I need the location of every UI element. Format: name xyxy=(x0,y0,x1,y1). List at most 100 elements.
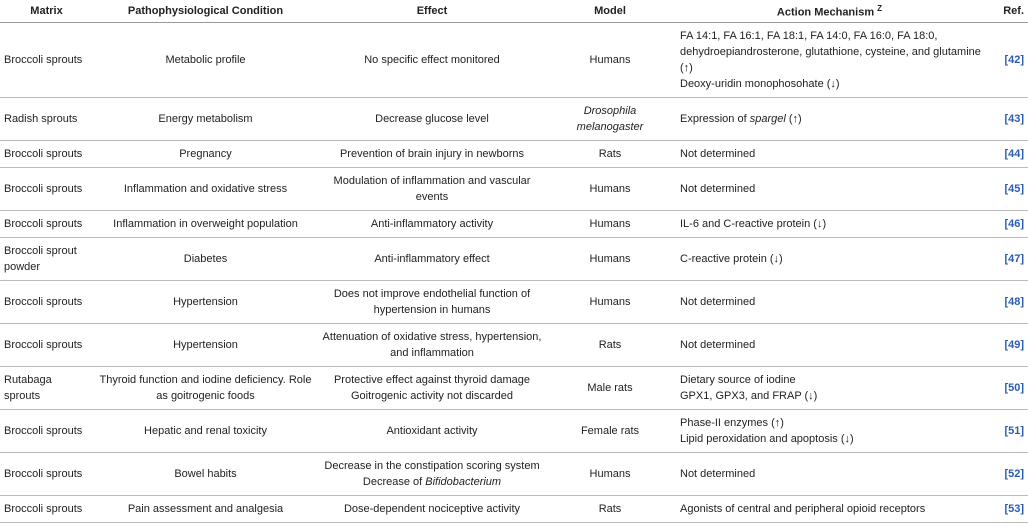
model-text: Humans xyxy=(589,468,631,480)
table-row: Broccoli sprouts Pregnancy Prevention of b… xyxy=(0,140,1028,168)
header-text: Action Mechanism xyxy=(776,6,875,19)
ref-cell: [44] xyxy=(985,140,1028,168)
matrix-cell: Broccoli sprouts xyxy=(0,452,93,496)
ref-cell: [43] xyxy=(985,97,1028,141)
model-text: Humans xyxy=(589,253,631,265)
cell-line: C-reactive protein (↓) xyxy=(680,253,783,265)
cell-line: Lipid peroxidation and apoptosis (↓) xyxy=(680,433,854,445)
ref-cell: [53] xyxy=(985,495,1028,523)
condition-cell: Hepatic and renal toxicity xyxy=(93,409,318,453)
model-text: Humans xyxy=(589,296,631,308)
effect-cell: Decrease glucose level xyxy=(318,97,546,141)
ref-link[interactable]: [46] xyxy=(1004,218,1024,230)
model-text: Humans xyxy=(589,183,631,195)
cell-line: Deoxy-uridin monophosohate (↓) xyxy=(680,78,840,90)
header-cell: Matrix xyxy=(0,0,93,23)
model-text: Humans xyxy=(589,218,631,230)
ref-link[interactable]: [43] xyxy=(1004,113,1024,125)
cell-line: Anti-inflammatory effect xyxy=(374,253,490,265)
ref-cell: [49] xyxy=(985,323,1028,367)
model-text: Rats xyxy=(598,148,622,160)
model-cell: Rats xyxy=(546,140,674,168)
mechanism-cell: Not determined xyxy=(674,323,985,367)
ref-cell: [46] xyxy=(985,210,1028,238)
cell-line: Not determined xyxy=(680,148,756,160)
superscript: Z xyxy=(877,3,883,13)
table-row: Broccoli sprouts Inflammation and oxidati… xyxy=(0,167,1028,211)
condition-cell: Energy metabolism xyxy=(93,97,318,141)
text-segment: Expression of xyxy=(680,113,750,125)
header-cell: Ref. xyxy=(985,0,1028,23)
cell-line: No specific effect monitored xyxy=(364,54,500,66)
model-cell: Humans xyxy=(546,237,674,281)
ref-link[interactable]: [50] xyxy=(1004,382,1024,394)
model-cell: Humans xyxy=(546,280,674,324)
mechanism-cell: Phase-II enzymes (↑) Lipid peroxidation a… xyxy=(674,409,985,453)
text-segment: spargel xyxy=(749,113,786,125)
model-text: Rats xyxy=(598,339,622,351)
cell-line: Expression of spargel (↑) xyxy=(680,111,981,127)
ref-link[interactable]: [45] xyxy=(1004,183,1024,195)
cell-line: Phase-II enzymes (↑) xyxy=(680,417,784,429)
table-row: Broccoli sprouts Hypertension Does not imp… xyxy=(0,280,1028,324)
ref-cell: [50] xyxy=(985,366,1028,410)
mechanism-cell: Expression of spargel (↑) xyxy=(674,97,985,141)
mechanism-cell: Agonists of central and peripheral opioi… xyxy=(674,495,985,523)
text-segment: (↑) xyxy=(785,113,802,125)
mechanism-cell: Not determined xyxy=(674,167,985,211)
cell-line: Not determined xyxy=(680,468,756,480)
effect-cell: Does not improve endothelial function of… xyxy=(318,280,546,324)
ref-link[interactable]: [49] xyxy=(1004,339,1024,351)
matrix-cell: Broccoli sprouts xyxy=(0,323,93,367)
header-row: Matrix Pathophysiological Condition Effect… xyxy=(0,0,1028,23)
table-row: Rutabaga sprouts Thyroid function and iod… xyxy=(0,366,1028,410)
effect-cell: Attenuation of oxidative stress, hyperte… xyxy=(318,323,546,367)
table-row: Broccoli sprouts Metabolic profile No spec… xyxy=(0,22,1028,98)
header-cell: Effect xyxy=(318,0,546,23)
condition-cell: Bowel habits xyxy=(93,452,318,496)
mechanism-cell: IL-6 and C-reactive protein (↓) xyxy=(674,210,985,238)
mechanism-cell: FA 14:1, FA 16:1, FA 18:1, FA 14:0, FA 1… xyxy=(674,22,985,98)
matrix-cell: Radish sprouts xyxy=(0,97,93,141)
effect-cell: Modulation of inflammation and vascular … xyxy=(318,167,546,211)
header-cell: Pathophysiological Condition xyxy=(93,0,318,23)
matrix-cell: Rutabaga sprouts xyxy=(0,366,93,410)
ref-link[interactable]: [47] xyxy=(1004,253,1024,265)
model-cell: Humans xyxy=(546,452,674,496)
ref-link[interactable]: [52] xyxy=(1004,468,1024,480)
matrix-cell: Broccoli sprouts xyxy=(0,167,93,211)
model-cell: Rats xyxy=(546,323,674,367)
model-cell: Drosophila melanogaster xyxy=(546,97,674,141)
condition-cell: Hypertension xyxy=(93,323,318,367)
ref-link[interactable]: [44] xyxy=(1004,148,1024,160)
ref-cell: [47] xyxy=(985,237,1028,281)
table-row: Broccoli sprouts Hypertension Attenuation … xyxy=(0,323,1028,367)
condition-cell: Inflammation in overweight population xyxy=(93,210,318,238)
cell-line: Protective effect against thyroid damage xyxy=(333,374,531,386)
table-row: Broccoli sprouts Bowel habits Decrease in … xyxy=(0,452,1028,496)
model-text: Humans xyxy=(589,54,631,66)
cell-line: Decrease in the constipation scoring sys… xyxy=(324,460,540,472)
cell-line: Attenuation of oxidative stress, hyperte… xyxy=(322,331,542,359)
header-text: Ref. xyxy=(1003,5,1024,17)
ref-link[interactable]: [42] xyxy=(1004,54,1024,66)
ref-link[interactable]: [53] xyxy=(1004,503,1024,515)
cell-line: Goitrogenic activity not discarded xyxy=(350,390,514,402)
header-text: Effect xyxy=(416,5,448,17)
condition-cell: Pain assessment and analgesia xyxy=(93,495,318,523)
ref-link[interactable]: [51] xyxy=(1004,425,1024,437)
cell-line: IL-6 and C-reactive protein (↓) xyxy=(680,218,827,230)
ref-link[interactable]: [48] xyxy=(1004,296,1024,308)
header-cell: Model xyxy=(546,0,674,23)
text-segment: Decrease of xyxy=(362,476,426,488)
mechanism-cell: Not determined xyxy=(674,280,985,324)
condition-cell: Metabolic profile xyxy=(93,22,318,98)
effect-cell: Decrease in the constipation scoring sys… xyxy=(318,452,546,496)
model-text: Rats xyxy=(598,503,622,515)
model-cell: Humans xyxy=(546,210,674,238)
model-cell: Rats xyxy=(546,495,674,523)
mechanism-cell: Not determined xyxy=(674,452,985,496)
condition-cell: Thyroid function and iodine deficiency. … xyxy=(93,366,318,410)
